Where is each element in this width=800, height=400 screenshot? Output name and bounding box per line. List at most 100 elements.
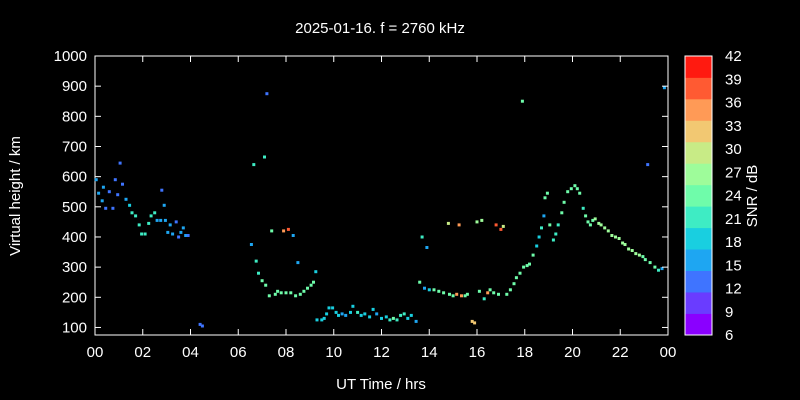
colorbar-tick-label: 12 — [725, 281, 742, 298]
data-point — [306, 286, 309, 290]
data-point — [340, 312, 344, 316]
data-point — [505, 292, 509, 296]
data-point — [312, 280, 315, 284]
data-point — [648, 261, 652, 265]
data-point — [298, 292, 302, 296]
data-point — [593, 217, 597, 221]
x-tick-label: 10 — [325, 344, 342, 361]
data-point — [562, 200, 566, 204]
colorbar-segment — [685, 292, 712, 314]
data-point — [363, 312, 367, 316]
data-point — [163, 218, 167, 222]
data-point — [437, 289, 441, 293]
data-point — [184, 234, 188, 237]
data-point — [630, 249, 634, 252]
colorbar-segment — [685, 270, 712, 293]
data-point — [542, 214, 546, 218]
data-point — [425, 246, 429, 249]
y-axis: 100 200 300 400 500 600 700 800 900 1000 — [54, 48, 668, 336]
data-point — [646, 163, 650, 167]
data-point — [406, 316, 410, 320]
data-point — [270, 229, 274, 233]
colorbar-tick-label: 24 — [725, 188, 742, 205]
data-point — [264, 283, 268, 287]
data-point — [104, 206, 108, 210]
data-point — [512, 282, 516, 286]
colorbar-tick-label: 42 — [725, 48, 742, 65]
data-point — [548, 223, 552, 227]
data-point — [623, 243, 627, 246]
data-point — [384, 315, 388, 319]
data-point — [657, 268, 660, 272]
data-point — [457, 223, 461, 227]
data-point — [263, 155, 266, 159]
data-point — [606, 229, 610, 233]
data-point — [482, 297, 486, 301]
data-point — [499, 227, 503, 231]
data-point — [643, 258, 647, 262]
data-point — [302, 289, 306, 293]
data-point — [359, 313, 363, 317]
data-point — [494, 223, 498, 227]
data-point — [488, 288, 492, 292]
data-point — [296, 261, 300, 265]
data-point — [186, 234, 190, 237]
data-point — [155, 218, 159, 222]
data-point — [267, 294, 271, 298]
colorbar-segment — [685, 98, 712, 121]
data-point — [153, 211, 157, 215]
data-point — [134, 214, 138, 218]
data-point — [525, 264, 529, 268]
colorbar-segment — [685, 120, 712, 143]
data-point — [554, 232, 558, 236]
data-point — [591, 218, 595, 222]
data-point — [349, 310, 352, 314]
data-point — [273, 292, 277, 296]
data-point — [556, 223, 560, 227]
colorbar-segment — [685, 77, 712, 100]
data-point — [118, 161, 122, 165]
y-tick-label: 600 — [62, 169, 87, 186]
colorbar-tick-label: 36 — [725, 95, 742, 112]
data-point — [634, 252, 638, 256]
data-point — [545, 191, 549, 195]
data-point — [409, 313, 413, 317]
data-point — [375, 312, 379, 316]
data-point — [597, 221, 601, 225]
data-point — [514, 276, 518, 280]
data-point — [174, 220, 178, 224]
colorbar-segment — [685, 227, 712, 250]
colorbar-tick-label: 27 — [725, 164, 742, 181]
data-point — [368, 315, 372, 319]
x-tick-label: 06 — [230, 344, 247, 361]
data-point — [116, 193, 120, 197]
data-point — [356, 310, 360, 314]
data-point — [179, 230, 183, 234]
x-tick-label: 08 — [278, 344, 295, 361]
data-point — [282, 229, 286, 233]
data-point — [260, 279, 264, 283]
data-point — [334, 310, 338, 314]
data-point — [168, 223, 172, 227]
colorbar-segment — [685, 163, 712, 186]
x-tick-label: 16 — [469, 344, 486, 361]
data-point — [537, 235, 541, 239]
data-point — [423, 286, 426, 290]
data-point — [627, 247, 631, 251]
y-tick-label: 900 — [62, 78, 87, 95]
data-point — [486, 291, 490, 295]
y-tick-label: 400 — [62, 229, 87, 246]
data-point — [475, 220, 479, 224]
data-point — [575, 187, 579, 191]
data-point — [177, 235, 181, 239]
data-point — [414, 319, 418, 323]
data-point — [586, 220, 590, 224]
x-axis: 00 02 04 06 08 10 12 14 16 18 20 22 00 — [87, 56, 676, 361]
x-tick-label: 04 — [182, 344, 199, 361]
data-point — [531, 253, 535, 257]
data-point — [121, 182, 124, 186]
data-point — [198, 322, 202, 326]
data-point — [446, 221, 450, 225]
